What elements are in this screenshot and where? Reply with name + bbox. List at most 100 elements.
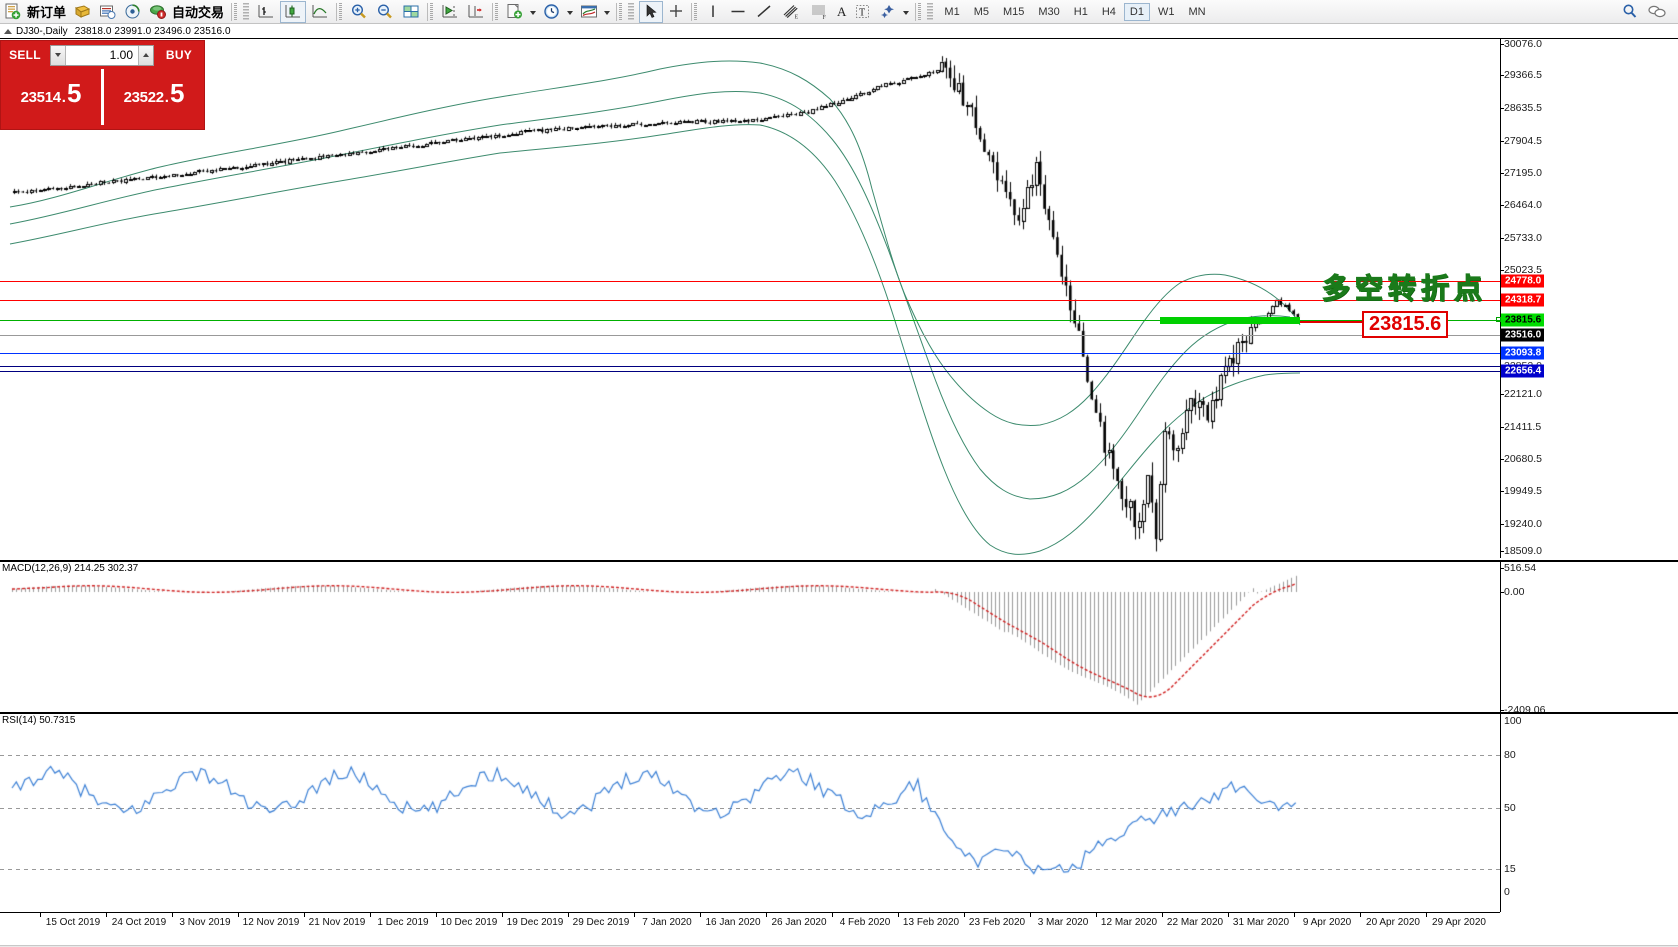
horizontal-line-icon[interactable]: [726, 1, 750, 23]
timeframe-m5[interactable]: M5: [973, 5, 989, 18]
timeframe-w1[interactable]: W1: [1157, 5, 1175, 18]
navigator-icon[interactable]: [121, 1, 144, 23]
time-axis-label: 10 Dec 2019: [440, 917, 498, 928]
pivot-line-23815[interactable]: [0, 320, 1500, 321]
time-axis-label: 1 Dec 2019: [377, 917, 429, 928]
timeframe-m30[interactable]: M30: [1038, 5, 1060, 18]
volume-value[interactable]: 1.00: [109, 48, 133, 62]
bar-chart-icon[interactable]: [254, 1, 278, 23]
resistance-line-24318[interactable]: [0, 300, 1500, 301]
toolbar-grip[interactable]: [628, 2, 635, 21]
indicators-dropdown-caret[interactable]: [604, 10, 611, 15]
market-watch-icon[interactable]: [96, 1, 119, 23]
collapse-triangle-icon[interactable]: [4, 29, 12, 34]
cursor-icon[interactable]: [639, 0, 664, 23]
volume-stepper[interactable]: 1.00: [50, 44, 154, 66]
text-label-icon[interactable]: A: [837, 3, 847, 19]
period-dropdown-caret[interactable]: [567, 10, 574, 15]
one-click-trading-panel[interactable]: SELL 1.00 BUY 23514 . 5 23522 .: [0, 40, 205, 130]
buy-label[interactable]: BUY: [158, 48, 200, 62]
tile-windows-icon[interactable]: [399, 1, 423, 23]
support-line-23093[interactable]: [0, 353, 1500, 354]
toolbar-separator: [691, 2, 699, 21]
sell-price-dot: .: [61, 89, 66, 106]
y-tick: 0: [1504, 886, 1510, 898]
zoom-out-icon[interactable]: [373, 1, 397, 23]
green-zone-segment[interactable]: [1160, 317, 1300, 324]
sell-label[interactable]: SELL: [4, 48, 46, 62]
callout-connector: [1300, 321, 1362, 323]
one-click-prices: 23514 . 5 23522 . 5: [1, 69, 204, 125]
time-axis-label: 23 Feb 2020: [968, 917, 1026, 928]
support-line-22852[interactable]: [0, 366, 1500, 367]
support-line-22656[interactable]: [0, 371, 1500, 372]
price-plot-area[interactable]: 多空转折点 23815.6: [0, 39, 1500, 558]
objects-icon[interactable]: [876, 1, 900, 23]
vertical-line-icon[interactable]: [702, 1, 724, 23]
templates-dropdown-caret[interactable]: [530, 10, 537, 15]
autotrading-icon[interactable]: [146, 1, 169, 23]
time-tick: [1294, 913, 1295, 917]
new-order-icon[interactable]: [1, 1, 24, 23]
y-tick: 25733.0: [1500, 232, 1542, 244]
shift-end-icon[interactable]: [438, 1, 462, 23]
timeframe-d1[interactable]: D1: [1123, 2, 1150, 21]
timeframe-m15[interactable]: M15: [1002, 5, 1025, 18]
auto-scroll-icon[interactable]: [464, 1, 488, 23]
time-tick: [568, 913, 569, 917]
volume-decrease-button[interactable]: [51, 45, 66, 65]
objects-dropdown-caret[interactable]: [903, 10, 910, 15]
chat-icon[interactable]: [1644, 1, 1670, 23]
sell-price-button[interactable]: 23514 . 5: [1, 69, 101, 125]
chinese-annotation[interactable]: 多空转折点: [1321, 272, 1488, 304]
candlestick-chart-icon[interactable]: [280, 0, 307, 23]
time-axis[interactable]: 15 Oct 2019 24 Oct 2019 3 Nov 2019 12 Nov 2…: [0, 912, 1500, 932]
volume-increase-button[interactable]: [138, 45, 153, 65]
new-order-label[interactable]: 新订单: [27, 5, 67, 20]
autotrading-label[interactable]: 自动交易: [172, 5, 225, 20]
y-tick: 50: [1504, 802, 1516, 814]
time-tick: [1228, 913, 1229, 917]
toolbar-grip[interactable]: [243, 2, 250, 21]
chart-window[interactable]: DJ30-,Daily 23818.0 23991.0 23496.0 2351…: [0, 25, 1678, 947]
fibonacci-icon[interactable]: F: [806, 1, 832, 23]
y-tick: 29366.5: [1500, 69, 1542, 81]
toolbar-grip[interactable]: [927, 2, 934, 21]
templates-icon[interactable]: [503, 1, 527, 23]
search-icon[interactable]: [1618, 1, 1642, 23]
time-tick: [502, 913, 503, 917]
buy-price-button[interactable]: 23522 . 5: [104, 69, 204, 125]
timeframe-h1[interactable]: H1: [1073, 5, 1088, 18]
equidistant-channel-icon[interactable]: E: [778, 1, 804, 23]
price-axis[interactable]: 30076.0 29366.5 28635.5 27904.5 27195.0 …: [1496, 38, 1678, 558]
macd-pane[interactable]: MACD(12,26,9) 214.25 302.37 516.54 0.00 …: [0, 560, 1678, 716]
line-chart-icon[interactable]: [308, 1, 332, 23]
pivot-drag-handle[interactable]: [1496, 317, 1501, 322]
timeframe-m1[interactable]: M1: [944, 5, 960, 18]
indicators-icon[interactable]: [577, 1, 601, 23]
macd-plot-area[interactable]: MACD(12,26,9) 214.25 302.37: [0, 562, 1500, 712]
time-tick: [172, 913, 173, 917]
time-axis-label: 12 Nov 2019: [242, 917, 300, 928]
price-pane[interactable]: 多空转折点 23815.6 30076.0 29366.5 28635.5 27…: [0, 38, 1678, 558]
y-tick: 25023.5: [1500, 264, 1542, 276]
time-tick: [1030, 913, 1031, 917]
time-tick: [766, 913, 767, 917]
resistance-line-24778[interactable]: [0, 281, 1500, 282]
timeframe-h4[interactable]: H4: [1101, 5, 1116, 18]
zoom-in-icon[interactable]: [347, 1, 371, 23]
text-box-icon[interactable]: T: [851, 1, 874, 23]
profiles-icon[interactable]: [71, 1, 94, 23]
price-callout-box[interactable]: 23815.6: [1362, 311, 1449, 338]
y-tick: 22121.0: [1500, 388, 1542, 400]
rsi-pane[interactable]: RSI(14) 50.7315 100 80 50 15 0: [0, 712, 1678, 912]
trendline-icon[interactable]: [752, 1, 776, 23]
main-toolbar: 新订单: [0, 0, 1678, 24]
time-axis-label: 3 Nov 2019: [179, 917, 231, 928]
time-axis-label: 12 Mar 2020: [1100, 917, 1158, 928]
crosshair-icon[interactable]: [665, 1, 687, 23]
period-icon[interactable]: [540, 1, 564, 23]
timeframe-mn[interactable]: MN: [1188, 5, 1206, 18]
rsi-plot-area[interactable]: RSI(14) 50.7315: [0, 714, 1500, 912]
time-axis-label: 19 Dec 2019: [506, 917, 564, 928]
